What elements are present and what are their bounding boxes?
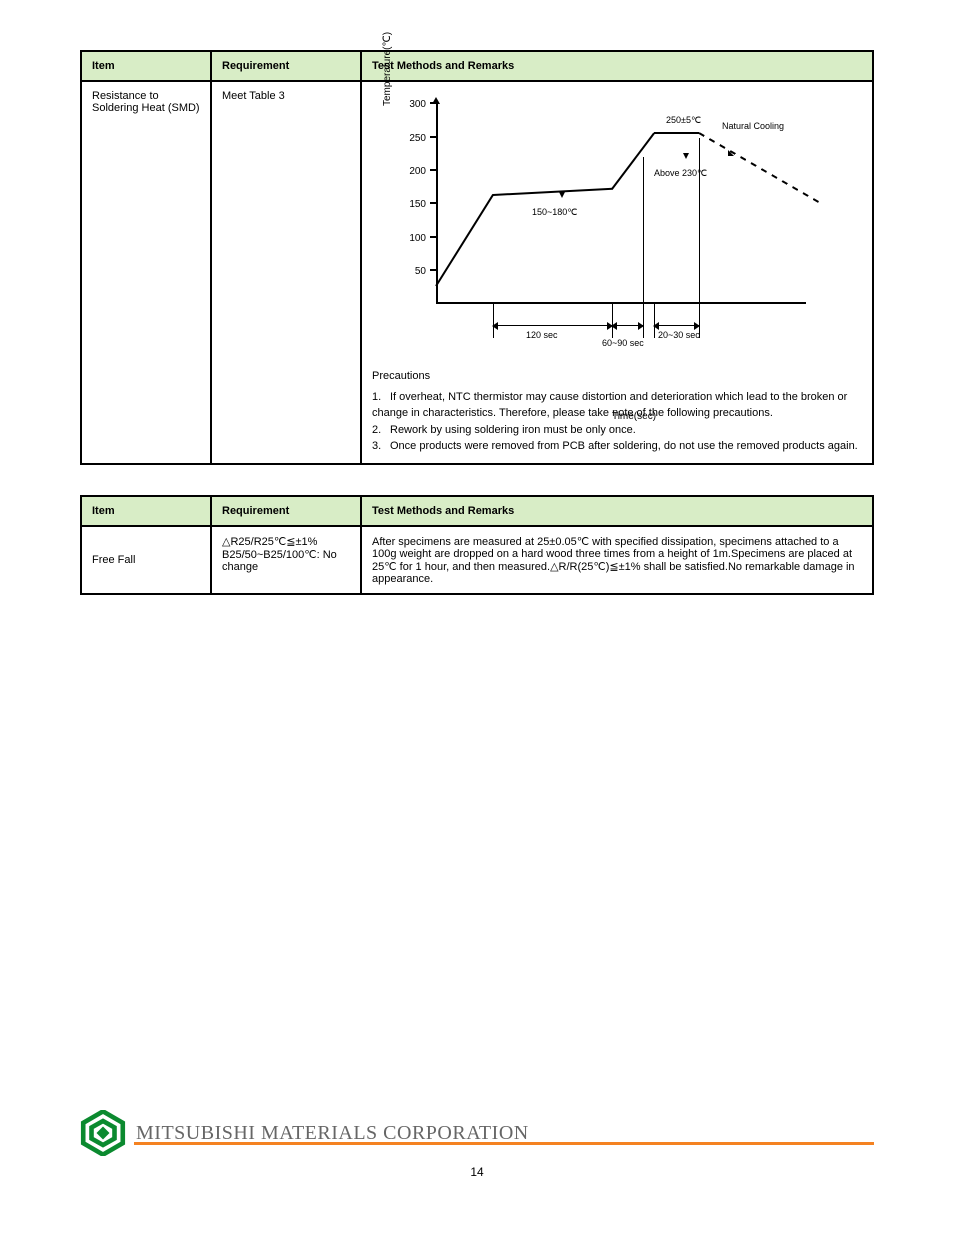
dim-vline [699, 138, 700, 338]
x-axis-title: Time(sec) [612, 411, 656, 422]
reflow-chart: Temperature(℃) 50 100 150 200 250 300 [406, 104, 862, 364]
table-row: Item Requirement Test Methods and Remark… [81, 51, 873, 81]
profile-seg [611, 132, 655, 189]
precautions-title: Precautions [372, 368, 862, 385]
table-reflow: Item Requirement Test Methods and Remark… [80, 50, 874, 465]
down-arrow-icon [559, 192, 565, 198]
cell-test: After specimens are measured at 25±0.05℃… [361, 526, 873, 594]
header-test: Test Methods and Remarks [361, 51, 873, 81]
precaution-item: 3.Once products were removed from PCB af… [372, 438, 862, 455]
down-arrow-icon [683, 153, 689, 159]
span-ramp: 60~90 sec [602, 338, 644, 348]
y-tick [430, 102, 438, 104]
y-tick [430, 236, 438, 238]
header-item: Item [81, 51, 211, 81]
y-label: 50 [415, 266, 426, 277]
profile-seg [654, 132, 699, 134]
cell-req: △R25/R25℃≦±1% B25/50~B25/100℃: No change [211, 526, 361, 594]
precaution-text: Rework by using soldering iron must be o… [390, 424, 636, 436]
y-axis [436, 104, 438, 304]
header-req: Requirement [211, 51, 361, 81]
y-label: 200 [409, 166, 426, 177]
cooling-arrow-icon [728, 150, 734, 156]
cell-req: Meet Table 3 [211, 81, 361, 464]
y-axis-title: Temperature(℃) [382, 32, 393, 106]
y-tick [430, 202, 438, 204]
y-label: 250 [409, 133, 426, 144]
dim-vline [654, 304, 655, 338]
y-label: 100 [409, 233, 426, 244]
header-req: Requirement [211, 496, 361, 526]
table-row: Item Requirement Test Methods and Remark… [81, 496, 873, 526]
chart-area: 50 100 150 200 250 300 [436, 104, 796, 304]
precaution-text: Once products were removed from PCB afte… [390, 440, 858, 452]
profile-seg [435, 194, 494, 287]
dim-vline [493, 304, 494, 338]
dim-span [654, 325, 699, 326]
table-free-fall: Item Requirement Test Methods and Remark… [80, 495, 874, 595]
header-test: Test Methods and Remarks [361, 496, 873, 526]
y-label: 150 [409, 199, 426, 210]
profile-seg-dash [699, 132, 821, 204]
profile-seg [493, 188, 613, 196]
span-preheat: 120 sec [526, 330, 558, 340]
cell-item: Free Fall [81, 526, 211, 594]
peak-label: 250±5℃ [666, 115, 701, 126]
dim-vline [612, 304, 613, 338]
natural-cooling-label: Natural Cooling [722, 121, 784, 131]
cell-test: Temperature(℃) 50 100 150 200 250 300 [361, 81, 873, 464]
dim-vline [643, 157, 644, 338]
dim-span [612, 325, 643, 326]
y-label: 300 [409, 99, 426, 110]
page-number: 14 [470, 1165, 483, 1179]
span-peak: 20~30 sec [658, 330, 700, 340]
mitsubishi-materials-logo-icon [80, 1110, 126, 1156]
cell-item: Resistance to Soldering Heat (SMD) [81, 81, 211, 464]
precaution-item: 2.Rework by using soldering iron must be… [372, 422, 862, 439]
dim-span [493, 325, 612, 326]
y-tick [430, 136, 438, 138]
x-axis [436, 302, 806, 304]
y-tick [430, 269, 438, 271]
preheat-label: 150~180℃ [532, 207, 577, 218]
table-row: Resistance to Soldering Heat (SMD) Meet … [81, 81, 873, 464]
logo-wrap: MITSUBISHI MATERIALS CORPORATION [80, 1110, 874, 1156]
precaution-text: If overheat, NTC thermistor may cause di… [372, 391, 847, 420]
table-row: Free Fall △R25/R25℃≦±1% B25/50~B25/100℃:… [81, 526, 873, 594]
y-tick [430, 169, 438, 171]
brand-text: MITSUBISHI MATERIALS CORPORATION [136, 1122, 529, 1145]
header-item: Item [81, 496, 211, 526]
footer: MITSUBISHI MATERIALS CORPORATION [80, 1110, 874, 1145]
